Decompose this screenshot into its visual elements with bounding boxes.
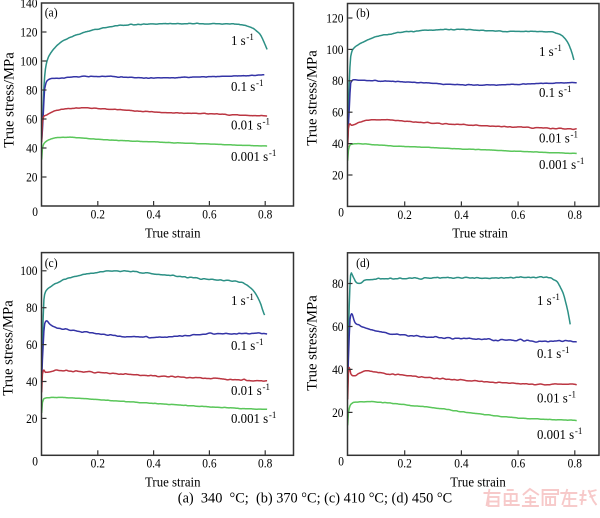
svg-text:0.2: 0.2 (398, 456, 412, 471)
svg-text:0.001 s: 0.001 s (231, 150, 268, 165)
svg-text:-1: -1 (564, 84, 572, 95)
svg-text:(b): (b) (356, 6, 370, 20)
svg-text:0.8: 0.8 (258, 206, 272, 221)
svg-text:0: 0 (32, 204, 38, 219)
svg-text:0.001 s: 0.001 s (539, 158, 576, 173)
svg-text:True stress/MPa: True stress/MPa (2, 52, 18, 148)
svg-text:(a) 340 °C; (b) 370 °C; (c): (a) 340 °C; (b) 370 °C; (c) 410 °C; (d) … (178, 491, 452, 507)
svg-text:-1: -1 (554, 43, 562, 54)
svg-text:-1: -1 (256, 78, 264, 89)
svg-text:(c): (c) (45, 256, 58, 270)
svg-text:0.1 s: 0.1 s (231, 339, 255, 354)
svg-text:20: 20 (26, 169, 37, 184)
svg-text:100: 100 (20, 53, 37, 68)
svg-text:-1: -1 (577, 156, 585, 167)
svg-text:-1: -1 (246, 292, 254, 303)
svg-text:80: 80 (332, 276, 343, 291)
svg-text:0.4: 0.4 (146, 456, 161, 471)
svg-text:80: 80 (332, 73, 343, 88)
svg-text:-1: -1 (269, 148, 277, 159)
svg-text:40: 40 (332, 136, 343, 151)
svg-text:60: 60 (332, 319, 343, 334)
svg-text:60: 60 (26, 337, 37, 352)
svg-text:0.01 s: 0.01 s (231, 119, 262, 134)
svg-text:0.8: 0.8 (568, 207, 582, 222)
svg-text:-1: -1 (575, 426, 583, 437)
svg-text:20: 20 (332, 167, 343, 182)
svg-text:1 s: 1 s (539, 45, 554, 60)
svg-text:-1: -1 (263, 382, 271, 393)
svg-text:120: 120 (326, 10, 343, 25)
svg-text:140: 140 (20, 0, 37, 10)
svg-text:0.4: 0.4 (454, 456, 469, 471)
svg-text:True strain: True strain (145, 475, 201, 490)
svg-text:-1: -1 (552, 292, 560, 303)
svg-text:True stress/MPa: True stress/MPa (1, 300, 17, 396)
svg-text:0.01 s: 0.01 s (231, 384, 262, 399)
svg-text:0.1 s: 0.1 s (539, 86, 563, 101)
svg-text:-1: -1 (246, 32, 254, 43)
svg-text:100: 100 (20, 263, 37, 278)
svg-text:0: 0 (338, 204, 344, 219)
svg-text:0: 0 (32, 453, 38, 468)
svg-text:20: 20 (332, 405, 343, 420)
svg-text:0.01 s: 0.01 s (539, 132, 570, 147)
svg-text:0.2: 0.2 (398, 207, 412, 222)
svg-text:0.8: 0.8 (568, 456, 582, 471)
svg-text:100: 100 (326, 42, 343, 57)
svg-text:60: 60 (332, 105, 343, 120)
svg-text:True strain: True strain (452, 226, 508, 241)
svg-text:-1: -1 (569, 390, 577, 401)
svg-text:True stress/MPa: True stress/MPa (305, 295, 321, 391)
svg-text:0.2: 0.2 (91, 206, 105, 221)
svg-text:0.1 s: 0.1 s (231, 80, 255, 95)
svg-text:80: 80 (26, 300, 37, 315)
svg-text:80: 80 (26, 82, 37, 97)
svg-text:20: 20 (26, 411, 37, 426)
svg-text:0.4: 0.4 (454, 207, 469, 222)
svg-text:0.4: 0.4 (146, 206, 161, 221)
svg-text:0.6: 0.6 (202, 206, 217, 221)
svg-text:True strain: True strain (145, 225, 201, 240)
svg-text:-1: -1 (263, 117, 271, 128)
svg-text:0.6: 0.6 (511, 456, 526, 471)
svg-text:1 s: 1 s (231, 294, 246, 309)
svg-text:1 s: 1 s (537, 294, 552, 309)
svg-text:120: 120 (20, 24, 37, 39)
svg-text:40: 40 (332, 362, 343, 377)
svg-text:True stress/MPa: True stress/MPa (305, 50, 321, 146)
svg-text:True strain: True strain (450, 475, 506, 490)
svg-text:-1: -1 (562, 345, 570, 356)
svg-text:0.2: 0.2 (91, 456, 105, 471)
svg-text:(a): (a) (45, 6, 58, 20)
svg-text:60: 60 (26, 111, 37, 126)
svg-text:0.8: 0.8 (258, 456, 272, 471)
svg-text:(d): (d) (356, 256, 370, 270)
svg-text:0.1 s: 0.1 s (537, 347, 561, 362)
svg-text:0.6: 0.6 (202, 456, 217, 471)
svg-text:0.01 s: 0.01 s (537, 392, 568, 407)
svg-text:0.001 s: 0.001 s (537, 428, 574, 443)
svg-text:0: 0 (338, 453, 344, 468)
svg-text:1 s: 1 s (231, 34, 246, 49)
svg-text:40: 40 (26, 374, 37, 389)
svg-text:0.001 s: 0.001 s (231, 412, 268, 427)
svg-text:-1: -1 (269, 410, 277, 421)
svg-text:40: 40 (26, 140, 37, 155)
svg-text:-1: -1 (571, 130, 579, 141)
svg-text:0.6: 0.6 (511, 207, 526, 222)
svg-text:-1: -1 (256, 337, 264, 348)
